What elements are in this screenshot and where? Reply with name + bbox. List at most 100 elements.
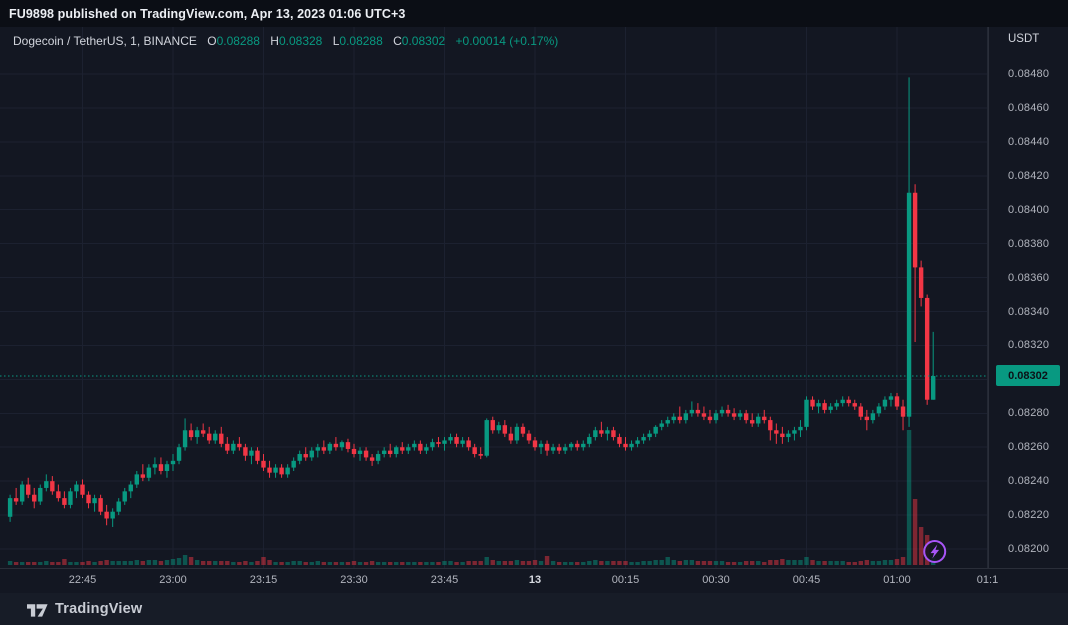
volume-bar (104, 560, 109, 565)
volume-bar (659, 560, 664, 565)
volume-bar (158, 561, 164, 565)
volume-bar (225, 561, 230, 565)
volume-bar (116, 561, 121, 565)
volume-bar (593, 560, 598, 565)
candle-body (581, 443, 586, 448)
candle-body (424, 447, 429, 451)
candle-body (164, 464, 170, 471)
tradingview-brand-text[interactable]: TradingView (55, 601, 143, 617)
volume-bar (273, 562, 278, 565)
candle-body (86, 494, 91, 504)
volume-bar (375, 562, 381, 565)
time-tick-label: 23:15 (249, 574, 278, 586)
candle-body (225, 443, 230, 451)
volume-bar (430, 562, 435, 565)
volume-bar (858, 561, 863, 565)
volume-bar (436, 562, 441, 565)
volume-bar (538, 561, 544, 565)
candle-body (743, 413, 749, 421)
candle-body (568, 443, 574, 448)
volume-bar (780, 559, 785, 565)
volume-bar (496, 561, 502, 565)
ohlc-low: L0.08288 (332, 34, 383, 48)
volume-bar (351, 561, 357, 565)
volume-bar (418, 562, 423, 565)
candle-body (798, 426, 803, 431)
volume-bar (339, 562, 345, 565)
ohlc-close: C0.08302 (393, 34, 446, 48)
volume-bar (810, 560, 815, 565)
candle-body (194, 430, 200, 438)
volume-bar (774, 560, 779, 565)
price-tick-label: 0.08420 (1008, 169, 1050, 182)
volume-bar (400, 562, 405, 565)
volume-bar (912, 499, 918, 565)
volume-bar (544, 556, 550, 565)
candle-body (122, 491, 127, 502)
candle-body (32, 494, 37, 502)
candle-body (369, 457, 375, 461)
candle-body (38, 487, 43, 502)
volume-bar (828, 561, 833, 565)
volume-bar (490, 560, 495, 565)
time-axis[interactable]: 22:45 23:00 23:15 23:30 23:45 13 00:15 00:30 00:… (0, 568, 1000, 594)
candle-body (683, 413, 689, 421)
candle-body (719, 409, 725, 414)
candle-body (774, 430, 779, 434)
price-tick-label: 0.08280 (1008, 407, 1050, 420)
volume-bar (62, 559, 67, 565)
candle-body (56, 491, 61, 499)
volume-bar (864, 560, 870, 565)
candle-body (695, 409, 701, 414)
last-price-tag: 0.08302 (996, 365, 1060, 387)
tradingview-logo-icon[interactable] (27, 601, 48, 618)
volume-bar (611, 561, 616, 565)
candle-body (701, 413, 707, 417)
volume-bar (176, 558, 182, 565)
volume-bar (207, 561, 212, 565)
volume-bar (74, 562, 79, 565)
candle-body (140, 474, 146, 478)
candle-body (339, 442, 345, 448)
candle-body (635, 440, 640, 444)
volume-bar (170, 559, 176, 565)
candle-body (207, 433, 212, 441)
volume-bar (68, 562, 73, 565)
time-tick-label: 00:45 (792, 574, 821, 586)
publish-info-bar: FU9898 published on TradingView.com, Apr… (0, 0, 1068, 27)
symbol-title: Dogecoin / TetherUS, 1, BINANCE (13, 34, 197, 48)
volume-bar (731, 562, 737, 565)
ohlc-high: H0.08328 (270, 34, 323, 48)
volume-bar (635, 562, 640, 565)
volume-bar (641, 561, 646, 565)
volume-bar (816, 561, 821, 565)
volume-bar (279, 562, 284, 565)
volume-bar (243, 561, 248, 565)
candle-body (707, 416, 713, 421)
candle-body (430, 442, 435, 448)
candle-body (484, 420, 489, 456)
candle-body (725, 409, 731, 414)
candle-body (26, 484, 31, 495)
candle-body (490, 420, 495, 431)
volume-bar (424, 562, 429, 565)
candle-body (375, 454, 381, 461)
volume-bar (333, 562, 339, 565)
candlestick-chart[interactable] (0, 27, 1068, 568)
volume-bar (798, 560, 803, 565)
candle-body (544, 443, 550, 451)
candle-body (297, 454, 302, 461)
price-axis[interactable]: USDT 0.08480 0.08460 0.08440 0.08420 0.08400… (988, 27, 1068, 568)
volume-bar (532, 560, 538, 565)
time-tick-label: 00:15 (611, 574, 640, 586)
candle-body (44, 481, 49, 488)
candle-body (918, 267, 924, 298)
volume-bar (629, 562, 634, 565)
volume-bar (152, 560, 158, 565)
volume-bar (888, 560, 894, 565)
price-tick-label: 0.08440 (1008, 135, 1050, 148)
candle-body (828, 406, 833, 410)
volume-bar (122, 561, 127, 565)
volume-bar (32, 562, 37, 565)
volume-bar (188, 557, 194, 565)
